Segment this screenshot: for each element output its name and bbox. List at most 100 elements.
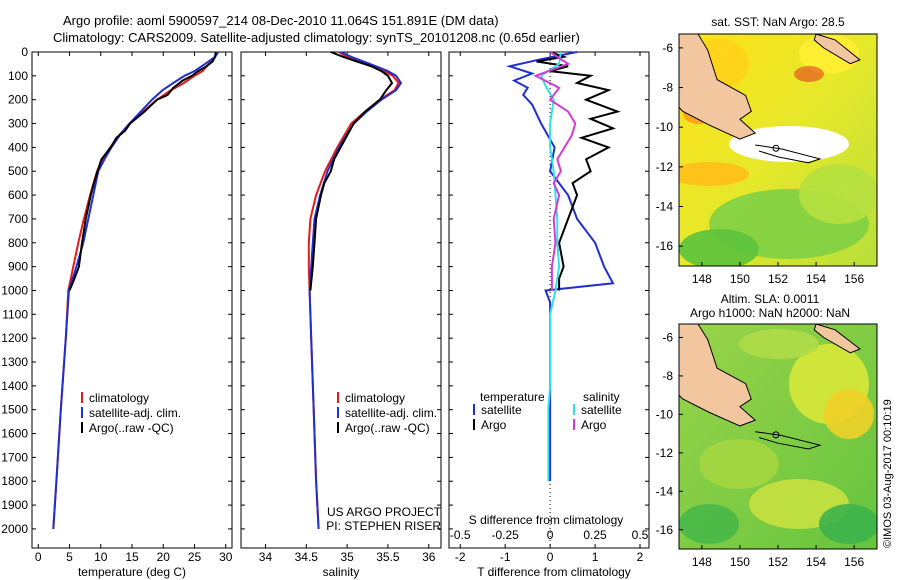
depth-tick-label: 400: [8, 140, 28, 154]
legend-label: climatology: [345, 391, 405, 405]
legend-label: climatology: [89, 391, 149, 405]
salinity-xtick-label: 35: [340, 550, 354, 564]
legend-label: satellite-adj. clim.: [89, 406, 181, 420]
sla_map-land-png: [679, 324, 757, 427]
sla_map-land-island: [813, 324, 861, 354]
legend-salinity-header: salinity: [583, 390, 620, 404]
sst_map-field-patch: [794, 66, 824, 82]
sla_map-field-patch: [699, 439, 779, 489]
sla_map-archipelago: [755, 431, 822, 450]
temperature-xtick-label: 15: [125, 550, 139, 564]
sla_map-xtick-label: 148: [692, 555, 712, 569]
legend-label: Argo(..raw -QC): [89, 421, 174, 435]
imos-credit: ©IMOS 03-Aug-2017 00:10:19: [882, 399, 894, 548]
depth-tick-label: 1600: [1, 427, 28, 441]
sla_map-ytick-label: -14: [656, 484, 674, 498]
depth-tick-label: 1200: [1, 331, 28, 345]
salinity-xtick-label: 34.5: [295, 550, 319, 564]
temperature-series-argo: [68, 51, 217, 291]
title-line-2: Climatology: CARS2009. Satellite-adjuste…: [53, 30, 580, 45]
sst_map-land-island: [813, 34, 861, 65]
sst_map-field-patch: [729, 126, 849, 162]
temperature-frame: [31, 51, 233, 549]
depth-tick-label: 1700: [1, 450, 28, 464]
sla_map-xtick-label: 154: [806, 555, 826, 569]
depth-tick-label: 1800: [1, 474, 28, 488]
sst_map-xtick-label: 156: [844, 272, 864, 286]
sla_map-field-patch: [819, 504, 877, 544]
temperature-xtick-label: 25: [188, 550, 202, 564]
depth-tick-label: 900: [8, 260, 28, 274]
depth-tick-label: 1300: [1, 355, 28, 369]
diff-xtick-label: -1: [500, 550, 511, 564]
depth-tick-label: 0: [21, 45, 28, 59]
sst-map-title: sat. SST: NaN Argo: 28.5: [711, 15, 845, 29]
legend-label: satellite: [481, 403, 522, 417]
salinity-xlabel: salinity: [323, 565, 360, 579]
sla_map-ytick-label: -16: [656, 523, 674, 537]
sst_map-field-patch: [799, 34, 859, 74]
sla_map-field-patch: [824, 389, 874, 439]
sla_map-ytick-label: -10: [656, 407, 674, 421]
depth-tick-label: 100: [8, 69, 28, 83]
temperature-series-satellite: [52, 51, 220, 529]
difference-frame: [448, 51, 650, 549]
temperature-xlabel: temperature (deg C): [78, 565, 186, 579]
sla_map-xtick-label: 150: [730, 555, 750, 569]
sst_map-plot: [679, 34, 877, 266]
sla_map-field-patch: [739, 329, 819, 359]
credit-text: ©IMOS 03-Aug-2017 00:10:19: [882, 399, 894, 548]
legend-label: Argo: [581, 418, 607, 432]
depth-tick-label: 1900: [1, 498, 28, 512]
sla-map-title-1: Altim. SLA: 0.0011: [721, 292, 820, 306]
sst_map-ytick-label: -14: [656, 200, 674, 214]
legend-label: satellite-adj. clim.: [345, 406, 437, 420]
sla_map-argo-marker: [772, 431, 780, 439]
salinity-frame: [240, 51, 442, 549]
sla_map-xtick-label: 152: [768, 555, 788, 569]
salinity-xtick-label: 34: [259, 550, 273, 564]
temperature-xtick-label: 0: [35, 550, 42, 564]
diff-xtick-label: 2: [637, 550, 644, 564]
diff-sal-tick-label: -0.25: [492, 528, 520, 542]
depth-tick-label: 500: [8, 164, 28, 178]
sst_map-archipelago: [755, 144, 822, 164]
sla_map-field-patch: [679, 504, 739, 544]
temperature-xtick-label: 10: [94, 550, 108, 564]
sst_map-land-png: [679, 34, 757, 140]
depth-tick-label: 200: [8, 93, 28, 107]
sst_map-xtick-label: 154: [806, 272, 826, 286]
sla_map-plot: [679, 324, 877, 549]
sst_map-ytick-label: -6: [662, 41, 673, 55]
legend-label: Argo: [481, 418, 507, 432]
temperature-xtick-label: 5: [66, 550, 73, 564]
sst_map-xtick-label: 152: [768, 272, 788, 286]
depth-tick-label: 1400: [1, 379, 28, 393]
legend-temperature-header: temperature: [480, 390, 545, 404]
sla_map-ytick-label: -12: [656, 446, 674, 460]
diff-series-salinity-argo: [533, 51, 577, 291]
salinity-series-argo: [309, 51, 394, 291]
pi-label: PI: STEPHEN RISER: [326, 519, 441, 533]
diff-xtick-label: 0: [547, 550, 554, 564]
sst_map-ytick-label: -10: [656, 120, 674, 134]
diff-xlabel: T difference from climatology: [477, 565, 631, 579]
sst_map-ytick-label: -12: [656, 160, 674, 174]
depth-tick-label: 1100: [2, 307, 28, 321]
diff-sal-tick-label: 0.25: [583, 528, 607, 542]
temperature-xtick-label: 30: [219, 550, 233, 564]
sla_map-ytick-label: -6: [662, 330, 673, 344]
depth-tick-label: 700: [8, 212, 28, 226]
depth-tick-label: 600: [8, 188, 28, 202]
sst_map-argo-marker: [772, 144, 780, 152]
sst_map-ytick-label: -16: [656, 239, 674, 253]
diff-xtick-label: -2: [455, 550, 466, 564]
title-line-1: Argo profile: aoml 5900597_214 08-Dec-20…: [63, 13, 499, 28]
diff-sal-tick-label: 0.5: [632, 528, 649, 542]
sst_map-xtick-label: 150: [730, 272, 750, 286]
salinity-xtick-label: 35.5: [376, 550, 400, 564]
legend-label: satellite: [581, 403, 622, 417]
sst_map-field-patch: [679, 162, 749, 186]
diff-series-salinity-satellite: [539, 51, 562, 482]
